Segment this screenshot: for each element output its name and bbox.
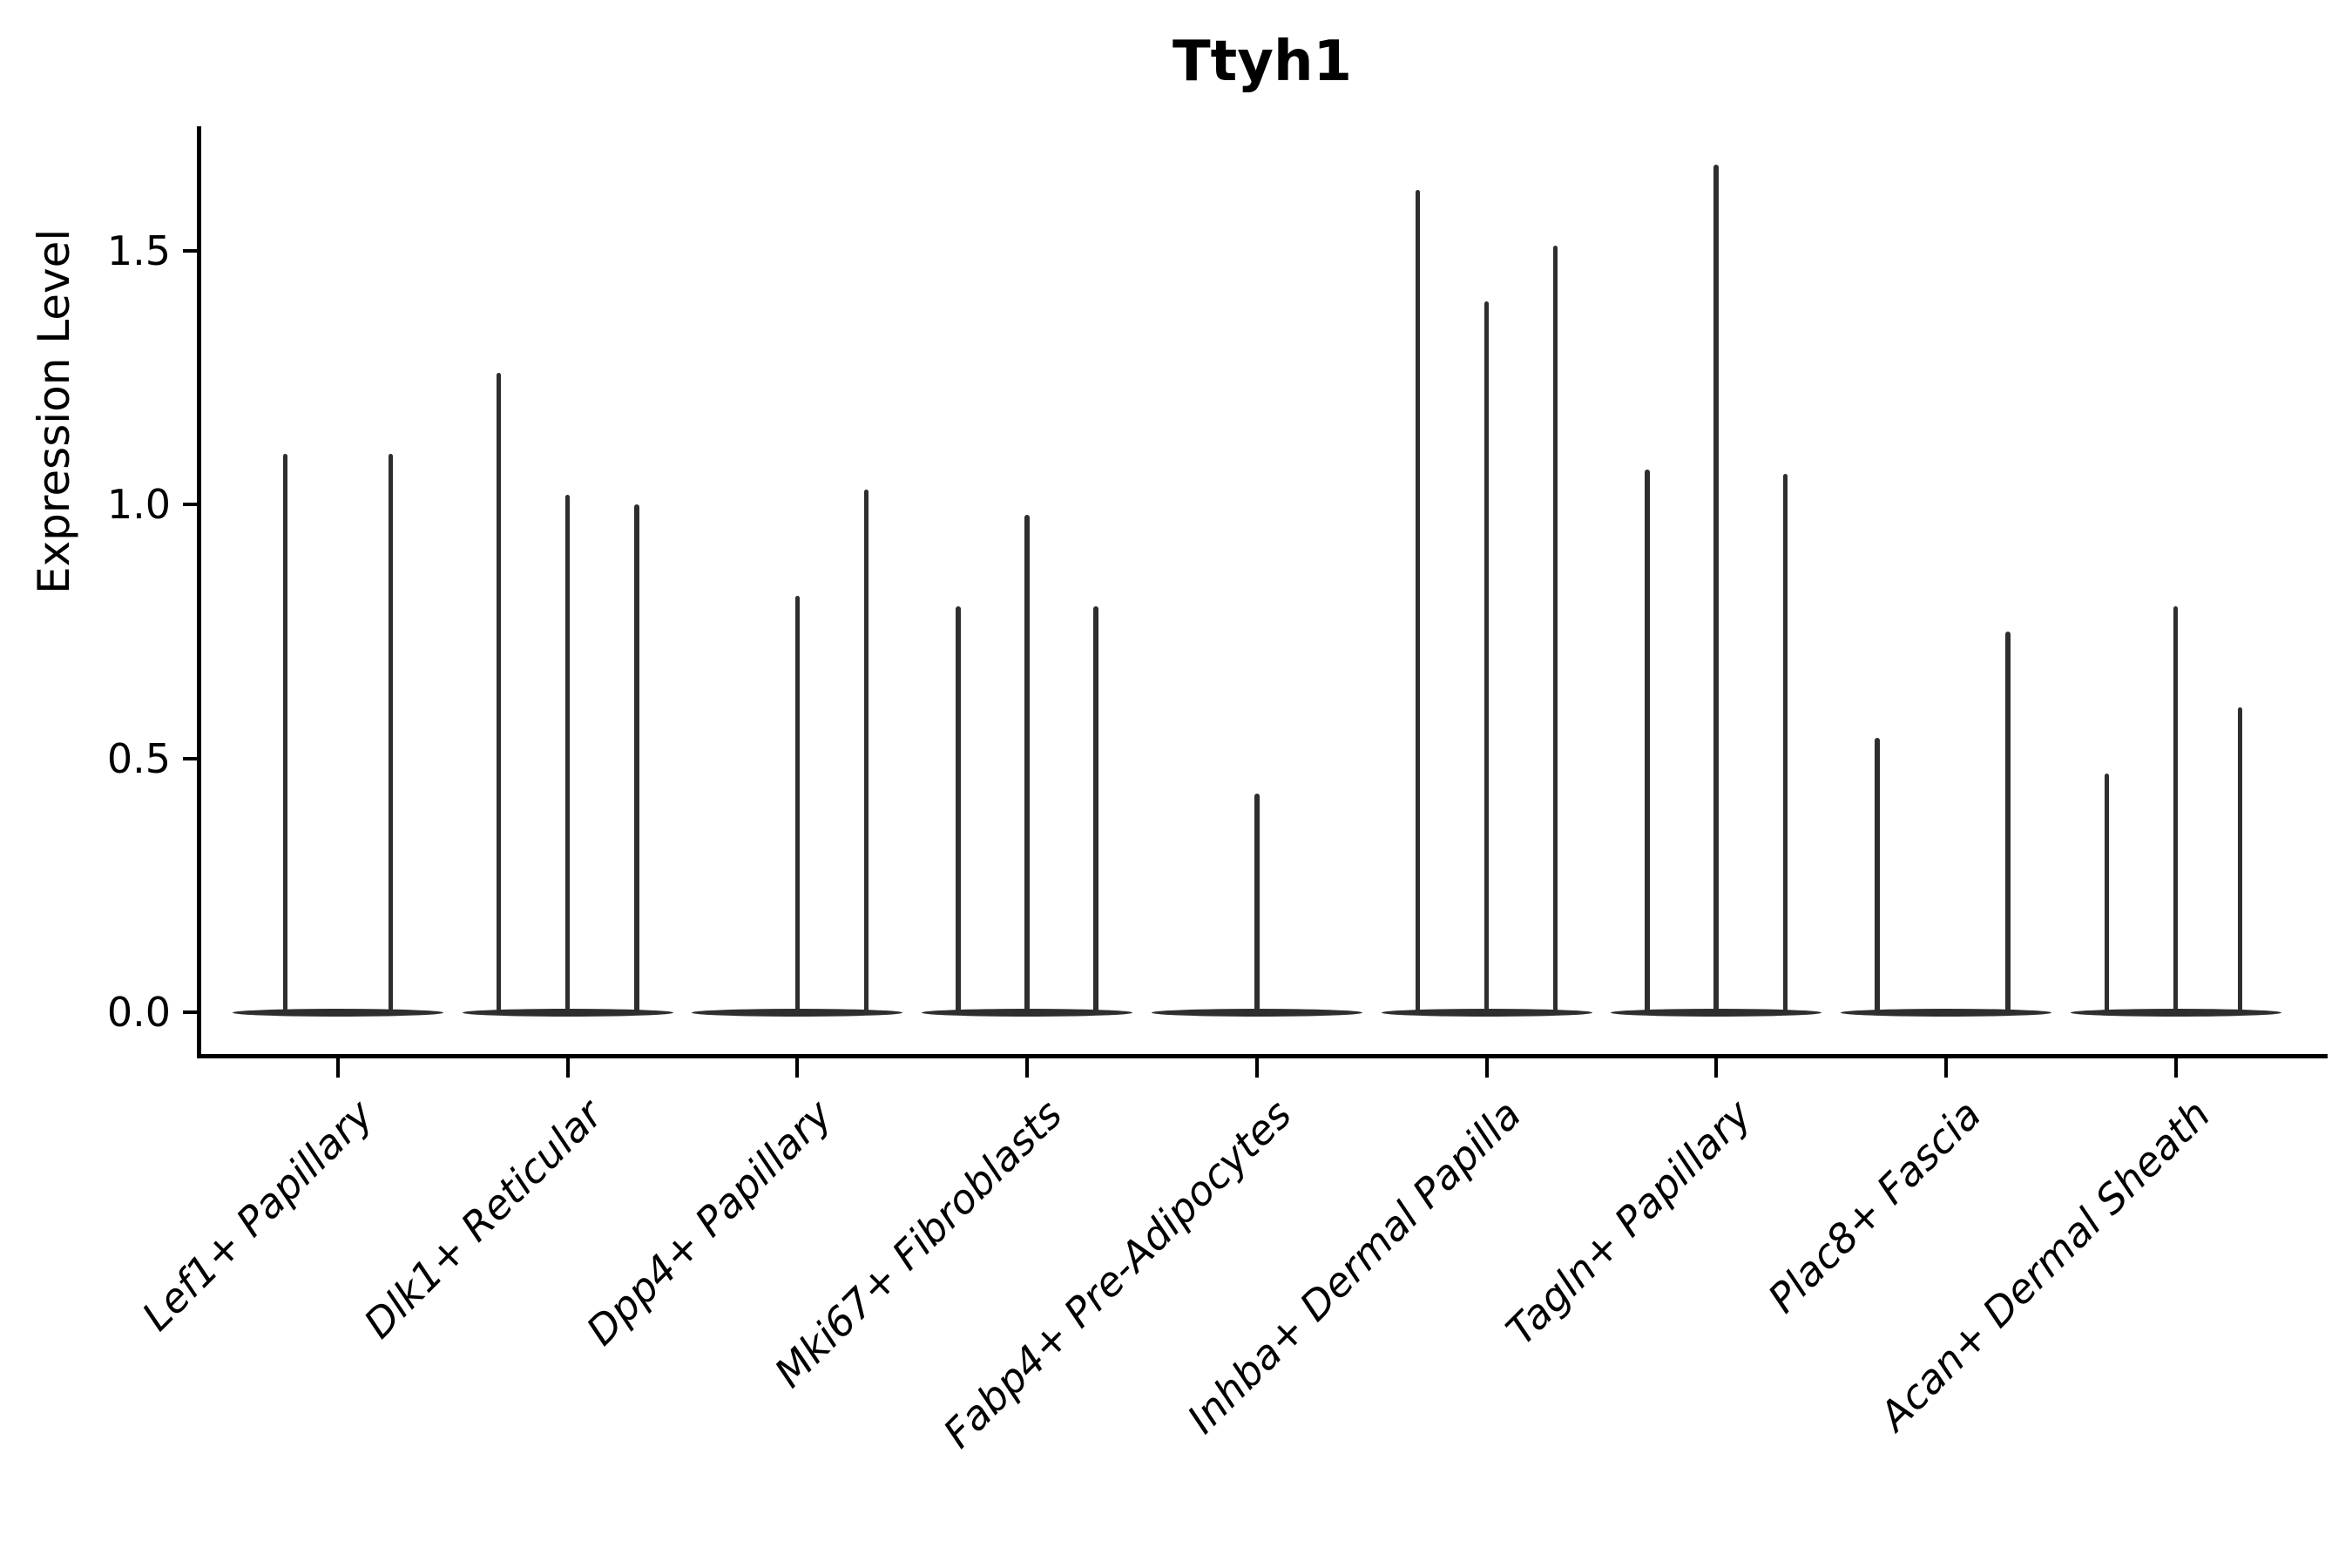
y-tick-mark xyxy=(183,503,197,507)
x-tick-mark xyxy=(336,1058,340,1078)
violin-tail-spike xyxy=(1552,246,1558,1012)
x-tick-mark xyxy=(565,1058,570,1078)
violin-tail-spike xyxy=(794,596,801,1012)
violin-tail-spike xyxy=(2173,605,2179,1012)
x-tick-mark xyxy=(1484,1058,1489,1078)
violin-baseline xyxy=(922,1008,1133,1017)
y-tick-mark xyxy=(183,1010,197,1014)
x-axis-line xyxy=(197,1054,2328,1058)
y-tick-label: 1.0 xyxy=(106,481,171,529)
y-tick-label: 0.0 xyxy=(106,989,171,1036)
violin-tail-spike xyxy=(956,605,961,1012)
violin-baseline xyxy=(692,1008,903,1017)
violin-tail-spike xyxy=(388,454,394,1012)
x-tick-mark xyxy=(1254,1058,1259,1078)
violin-tail-spike xyxy=(1645,469,1650,1012)
x-tick-mark xyxy=(795,1058,800,1078)
x-tick-label: Tagln+ Papillary xyxy=(1497,1091,1761,1355)
violin-tail-spike xyxy=(2237,707,2243,1012)
x-tick-mark xyxy=(1714,1058,1719,1078)
violin-baseline xyxy=(462,1008,673,1017)
violin-tail-spike xyxy=(1093,605,1098,1012)
violin-baseline xyxy=(1611,1008,1822,1017)
y-tick-mark xyxy=(183,756,197,760)
x-tick-label: Dlk1+ Reticular xyxy=(355,1091,612,1348)
violin-baseline xyxy=(1151,1008,1362,1017)
violin-baseline xyxy=(233,1008,443,1017)
violin-tail-spike xyxy=(1782,474,1788,1012)
violin-tail-spike xyxy=(1484,301,1490,1012)
violin-tail-spike xyxy=(1254,794,1260,1012)
x-tick-label: Dpp4+ Papillary xyxy=(577,1091,841,1355)
x-tick-mark xyxy=(2173,1058,2178,1078)
x-tick-label: Plac8+ Fascia xyxy=(1758,1091,1990,1322)
violin-tail-spike xyxy=(2005,631,2011,1012)
violin-tail-spike xyxy=(282,454,288,1012)
x-tick-label: Lef1+ Papillary xyxy=(132,1091,382,1340)
violin-tail-spike xyxy=(863,489,869,1012)
chart-title: Ttyh1 xyxy=(1172,30,1353,94)
violin-baseline xyxy=(1840,1008,2051,1017)
violin-tail-spike xyxy=(1024,514,1030,1012)
violin-baseline xyxy=(2070,1008,2281,1017)
violin-tail-spike xyxy=(1415,190,1421,1012)
x-tick-mark xyxy=(1943,1058,1948,1078)
violin-baseline xyxy=(1381,1008,1592,1017)
violin-tail-spike xyxy=(2104,774,2110,1012)
y-tick-mark xyxy=(183,248,197,253)
violin-tail-spike xyxy=(634,504,639,1012)
y-tick-label: 1.5 xyxy=(106,226,171,274)
violin-tail-spike xyxy=(1713,164,1719,1012)
violin-tail-spike xyxy=(1875,738,1880,1012)
y-axis-line xyxy=(197,126,201,1058)
violin-tail-spike xyxy=(496,372,502,1012)
y-tick-label: 0.5 xyxy=(106,734,171,782)
x-tick-mark xyxy=(1025,1058,1030,1078)
violin-tail-spike xyxy=(564,494,571,1012)
